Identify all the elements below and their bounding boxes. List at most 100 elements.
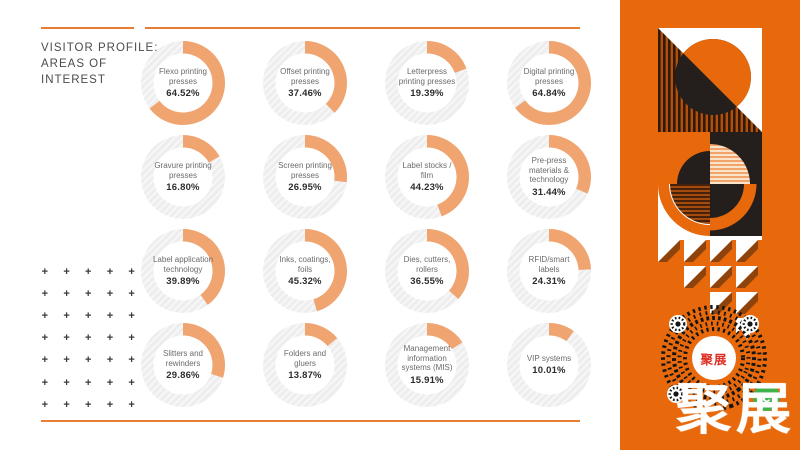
page-title: VISITOR PROFILE: AREAS OF INTEREST — [41, 42, 159, 86]
plus-glyph: + — [85, 332, 92, 345]
plus-glyph: + — [41, 376, 49, 389]
donut-chart: Offset printing presses 37.46% — [263, 41, 347, 125]
donut-value: 45.32% — [288, 276, 322, 287]
brand-badge-icon: e — [753, 384, 780, 411]
donut-value: 36.55% — [410, 276, 444, 287]
plus-glyph: + — [128, 288, 135, 301]
donut-label: Label stocks / film 44.23% — [385, 135, 469, 219]
donut-value: 31.44% — [532, 186, 566, 198]
donut-value: 10.01% — [532, 365, 566, 377]
plus-glyph: + — [106, 354, 114, 367]
donut-value: 44.23% — [410, 182, 444, 193]
donut-name: Screen printing presses — [278, 161, 332, 180]
donut-value: 37.46% — [288, 88, 322, 99]
donut-ring — [263, 41, 347, 125]
plus-glyph: + — [63, 310, 70, 323]
plus-glyph: + — [41, 398, 49, 411]
donut-chart: Inks, coatings, foils 45.32% — [263, 229, 347, 313]
plus-glyph: + — [106, 310, 114, 323]
plus-glyph: + — [85, 398, 92, 411]
donut-name: Offset printing presses — [280, 67, 330, 86]
plus-ornament-grid: + + + + + + + + + + + + + + + + + + + + + + + + + + + + + + + + + + + — [34, 261, 142, 416]
plus-glyph: + — [106, 398, 114, 411]
donut-label: Slitters and rewinders 29.86% — [141, 323, 225, 407]
donut-ring — [385, 229, 469, 313]
plus-glyph: + — [63, 288, 70, 301]
plus-glyph: + — [106, 266, 114, 279]
plus-glyph: + — [128, 266, 135, 279]
donut-label: Digital printing presses 64.84% — [507, 41, 591, 125]
donut-chart: Management information systems (MIS) 15.9… — [385, 323, 469, 407]
donut-value: 26.95% — [288, 182, 322, 193]
donut-ring — [507, 323, 591, 407]
donut-name: Inks, coatings, foils — [279, 255, 331, 274]
donut-label: Gravure printing presses 16.80% — [141, 135, 225, 219]
art-tile-quadrants — [658, 132, 762, 236]
donut-label: Offset printing presses 37.46% — [263, 41, 347, 125]
donut-name: Folders and gluers — [283, 349, 327, 368]
donut-ring — [507, 41, 591, 125]
plus-glyph: + — [128, 398, 135, 411]
plus-glyph: + — [41, 266, 49, 279]
donut-label: RFID/smart labels 24.31% — [507, 229, 591, 313]
donut-chart: Letterpress printing presses 19.39% — [385, 41, 469, 125]
plus-glyph: + — [85, 354, 92, 367]
qr-code — [661, 305, 767, 411]
plus-glyph: + — [128, 332, 135, 345]
sidebar: 聚展 e 聚展 — [620, 0, 800, 450]
plus-glyph: + — [85, 376, 92, 389]
donut-label: VIP systems 10.01% — [507, 323, 591, 407]
donut-ring — [141, 41, 225, 125]
plus-glyph: + — [63, 376, 70, 389]
qr-anchor-icon — [741, 315, 759, 333]
donut-ring — [263, 229, 347, 313]
donut-ring — [141, 135, 225, 219]
donut-name: Gravure printing presses — [154, 161, 212, 180]
donut-value: 24.31% — [532, 276, 566, 287]
donut-name: Label application technology — [152, 255, 214, 274]
donut-label: Pre-press materials & technology 31.44% — [507, 135, 591, 219]
donut-name: Management information systems (MIS) — [401, 344, 453, 373]
donut-value: 16.80% — [166, 182, 200, 193]
donut-chart: RFID/smart labels 24.31% — [507, 229, 591, 313]
donut-chart: Label application technology 39.89% — [141, 229, 225, 313]
plus-glyph: + — [128, 376, 135, 389]
donut-ring — [507, 135, 591, 219]
plus-glyph: + — [41, 354, 49, 367]
donut-value: 64.84% — [532, 88, 566, 99]
donut-label: Flexo printing presses 64.52% — [141, 41, 225, 125]
donut-name: Pre-press materials & technology — [528, 156, 569, 185]
donut-ring — [385, 323, 469, 407]
donut-chart: Slitters and rewinders 29.86% — [141, 323, 225, 407]
donut-name: VIP systems — [526, 353, 572, 363]
plus-glyph: + — [106, 376, 114, 389]
donut-label: Letterpress printing presses 19.39% — [385, 41, 469, 125]
donut-chart: Digital printing presses 64.84% — [507, 41, 591, 125]
plus-glyph: + — [106, 288, 114, 301]
donut-name: Dies, cutters, rollers — [403, 255, 451, 274]
donut-chart: Flexo printing presses 64.52% — [141, 41, 225, 125]
plus-glyph: + — [106, 332, 114, 345]
donut-name: Label stocks / film — [402, 161, 452, 180]
plus-glyph: + — [41, 310, 49, 323]
brand-logo-text: 聚展 — [676, 378, 797, 440]
donut-chart: Pre-press materials & technology 31.44% — [507, 135, 591, 219]
donut-value: 19.39% — [410, 88, 444, 99]
donut-chart: Screen printing presses 26.95% — [263, 135, 347, 219]
donut-value: 64.52% — [166, 88, 200, 99]
donut-ring — [141, 323, 225, 407]
donut-ring — [385, 41, 469, 125]
donut-label: Dies, cutters, rollers 36.55% — [385, 229, 469, 313]
donut-value: 29.86% — [166, 370, 200, 381]
donut-label: Label application technology 39.89% — [141, 229, 225, 313]
donut-ring — [385, 135, 469, 219]
plus-glyph: + — [63, 354, 70, 367]
donut-name: Flexo printing presses — [158, 67, 208, 86]
donut-chart: VIP systems 10.01% — [507, 323, 591, 407]
donut-label: Inks, coatings, foils 45.32% — [263, 229, 347, 313]
donut-chart: Label stocks / film 44.23% — [385, 135, 469, 219]
donut-label: Folders and gluers 13.87% — [263, 323, 347, 407]
donut-name: Digital printing presses — [523, 67, 575, 86]
donut-ring — [141, 229, 225, 313]
donut-chart: Gravure printing presses 16.80% — [141, 135, 225, 219]
